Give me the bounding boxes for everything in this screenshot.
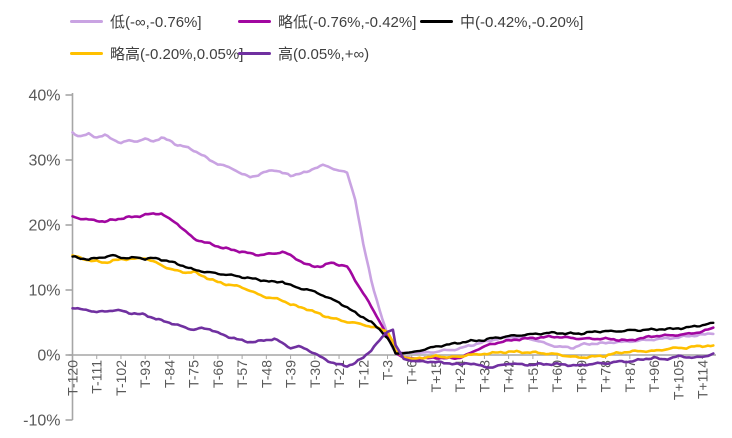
x-axis-tick-label: T+60 [549, 360, 565, 393]
x-axis-tick-label: T+105 [670, 360, 686, 400]
legend-line-swatch-slightly-low [238, 19, 271, 23]
x-axis-tick-label: T-57 [234, 360, 250, 388]
y-axis-tick-label: -10% [23, 413, 60, 430]
x-axis-tick-label: T+87 [622, 360, 638, 393]
legend-label-medium: 中(-0.42%,-0.20%] [460, 13, 584, 31]
legend-label-slightly-low: 略低(-0.76%,-0.42%] [278, 13, 417, 31]
y-axis-tick-label: 40% [28, 88, 60, 105]
x-axis-tick-label: T+96 [646, 360, 662, 393]
series-line-4 [71, 306, 715, 369]
x-axis-tick-label: T+78 [598, 360, 614, 393]
x-axis-tick-label: T+114 [695, 360, 711, 399]
x-axis-tick-label: T-48 [258, 360, 274, 388]
legend-item-slightly-high: 略高(-0.20%,0.05%] [70, 44, 244, 63]
x-axis-tick-label: T-21 [331, 360, 347, 388]
x-axis-tick-label: T-66 [210, 360, 226, 388]
legend-line-swatch-slightly-high [70, 51, 103, 55]
legend-label-high: 高(0.05%,+∞) [278, 45, 370, 63]
y-axis-tick-label: 30% [28, 153, 60, 170]
x-axis-tick-label: T-102 [113, 360, 129, 396]
y-axis-tick-label: 0% [37, 348, 60, 365]
x-axis-tick-label: T-120 [65, 360, 81, 396]
x-axis-tick-label: T-3 [380, 360, 396, 380]
x-axis-tick-label: T-93 [137, 360, 153, 388]
series-line-0 [71, 131, 715, 355]
x-axis-tick-label: T-111 [89, 360, 105, 394]
legend-item-slightly-low: 略低(-0.76%,-0.42%] [238, 12, 417, 31]
legend-line-swatch-low [70, 19, 103, 23]
x-axis-tick-label: T-12 [355, 360, 371, 388]
series-line-3 [71, 254, 715, 361]
y-axis-tick-label: 20% [28, 218, 60, 235]
legend-label-low: 低(-∞,-0.76%] [110, 13, 202, 31]
legend-line-swatch-high [238, 51, 271, 55]
legend-item-medium: 中(-0.42%,-0.20%] [420, 12, 584, 31]
legend-item-low: 低(-∞,-0.76%] [70, 12, 202, 31]
x-axis-tick-label: T+24 [452, 360, 468, 393]
legend-label-slightly-high: 略高(-0.20%,0.05%] [110, 45, 244, 63]
x-axis-tick-label: T-39 [283, 360, 299, 388]
x-axis-tick-label: T+51 [525, 360, 541, 393]
series-line-1 [71, 212, 715, 362]
legend-item-high: 高(0.05%,+∞) [238, 44, 370, 63]
x-axis-tick-label: T-30 [307, 360, 323, 388]
x-axis-tick-label: T+15 [428, 360, 444, 393]
x-axis-tick-label: T-75 [186, 360, 202, 388]
y-axis-tick-label: 10% [28, 283, 60, 300]
series-line-2 [71, 253, 715, 355]
x-axis-tick-label: T-84 [161, 360, 177, 388]
x-axis-tick-label: T+42 [501, 360, 517, 393]
x-axis-tick-label: T+69 [573, 360, 589, 393]
legend-line-swatch-medium [420, 19, 453, 23]
x-axis-tick-label: T+6 [404, 360, 420, 385]
